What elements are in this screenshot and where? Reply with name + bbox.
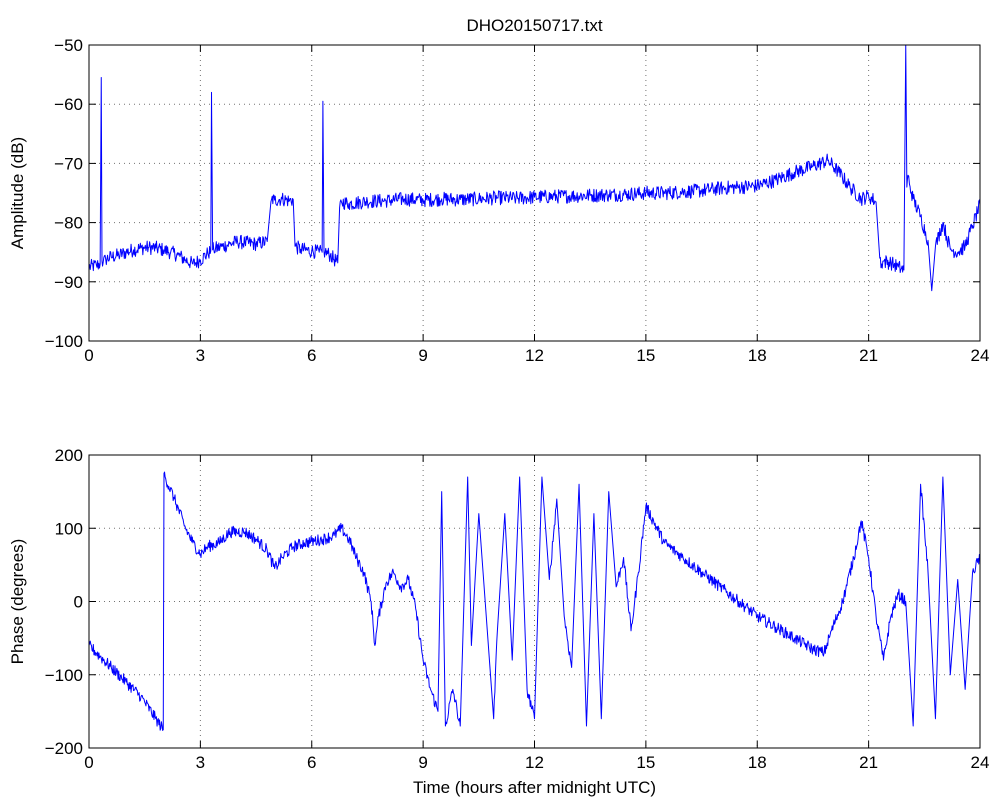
- y-tick-label: −90: [54, 273, 83, 292]
- chart-title: DHO20150717.txt: [466, 16, 602, 35]
- series-line-0: [88, 471, 981, 731]
- chart-phase: 0 3 6 9 12 15 18 21 24 200 100 0 −100 −200 Time (hours…: [8, 446, 989, 797]
- y-tick-label: −60: [54, 95, 83, 114]
- y-tick-label: −100: [45, 666, 83, 685]
- x-tick-label: 15: [636, 753, 655, 772]
- y-tick-label: −80: [54, 214, 83, 233]
- y-tick-label: 100: [55, 519, 83, 538]
- x-tick-label: 3: [196, 346, 205, 365]
- x-tick-label: 9: [418, 346, 427, 365]
- chart-amplitude: 0 3 6 9 12 15 18 21 24 −50 −60 −70 −80 −90 −100 DHO2015…: [8, 16, 989, 365]
- x-tick-label: 12: [525, 346, 544, 365]
- x-tick-label: 0: [84, 753, 93, 772]
- series-line-0: [88, 44, 981, 292]
- y-tick-label: 200: [55, 446, 83, 465]
- x-tick-label: 21: [859, 753, 878, 772]
- y-tick-label: −50: [54, 36, 83, 55]
- x-axis-label: Time (hours after midnight UTC): [413, 778, 656, 797]
- x-tick-label: 15: [636, 346, 655, 365]
- x-tick-label: 6: [307, 753, 316, 772]
- y-tick-label: −70: [54, 154, 83, 173]
- x-tick-label: 24: [971, 346, 990, 365]
- x-tick-label: 0: [84, 346, 93, 365]
- x-tick-label: 3: [196, 753, 205, 772]
- x-tick-label: 9: [418, 753, 427, 772]
- x-tick-label: 18: [748, 346, 767, 365]
- x-tick-label: 6: [307, 346, 316, 365]
- x-tick-label: 18: [748, 753, 767, 772]
- x-tick-label: 21: [859, 346, 878, 365]
- x-tick-label: 12: [525, 753, 544, 772]
- y-tick-label: −200: [45, 739, 83, 758]
- y-axis-label: Amplitude (dB): [8, 137, 27, 249]
- y-tick-label: −100: [45, 332, 83, 351]
- x-tick-label: 24: [971, 753, 990, 772]
- y-axis-label: Phase (degrees): [8, 539, 27, 665]
- y-tick-label: 0: [74, 593, 83, 612]
